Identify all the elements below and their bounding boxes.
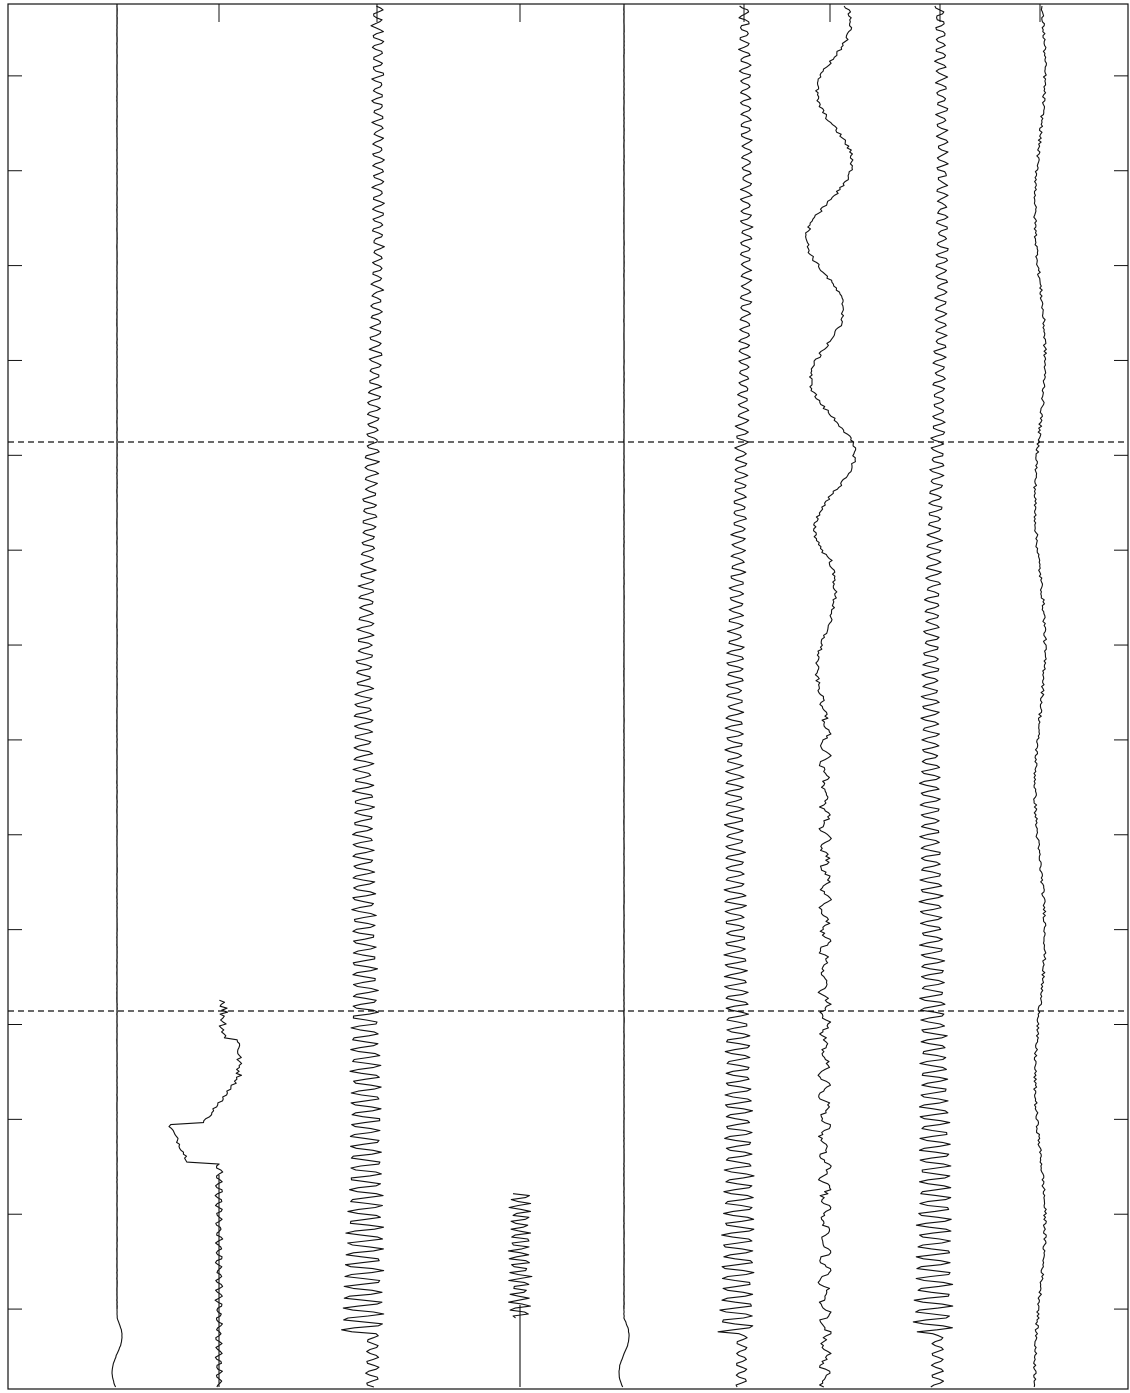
trace-line-1 [168,999,243,1388]
plot-frame [7,3,1129,1390]
trace-line-5 [717,5,755,1388]
trace-line-3 [507,1193,533,1319]
trace-line-2 [341,5,385,1388]
trace-line-8 [1033,5,1047,1388]
trace-line-6 [805,5,857,1388]
trace-line-7 [912,5,954,1388]
